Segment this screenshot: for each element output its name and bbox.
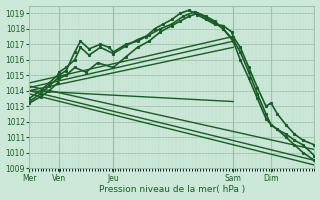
X-axis label: Pression niveau de la mer( hPa ): Pression niveau de la mer( hPa )	[99, 185, 245, 194]
